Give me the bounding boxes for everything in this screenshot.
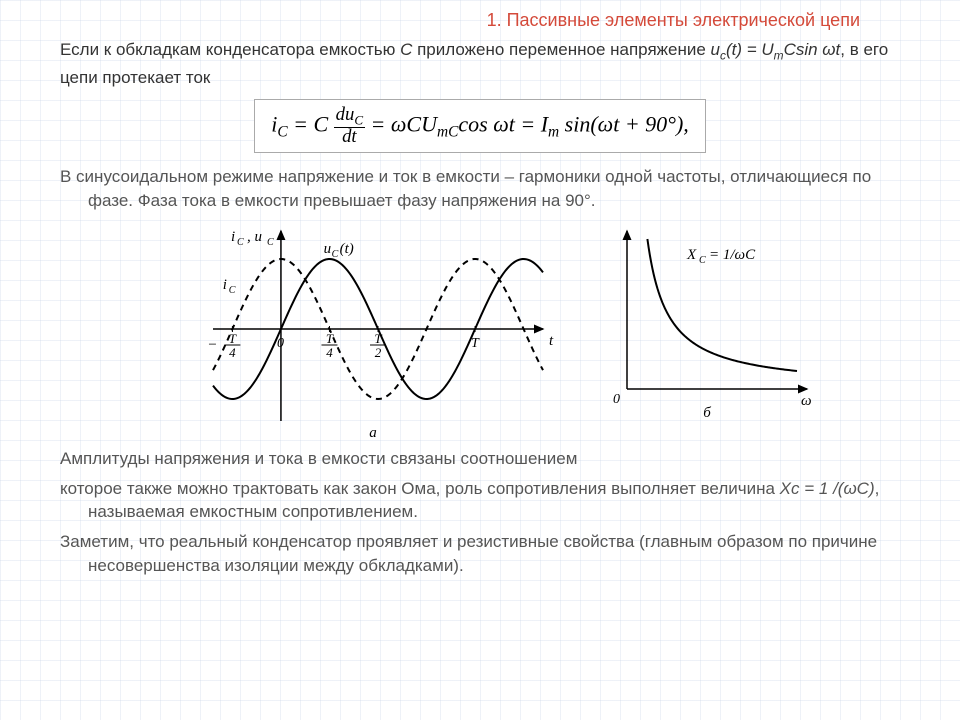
svg-text:4: 4 — [326, 345, 333, 360]
svg-text:−: − — [207, 337, 217, 353]
paragraph-1: В синусоидальном режиме напряжение и ток… — [60, 165, 900, 213]
svg-text:C: C — [699, 255, 706, 266]
svg-text:(t): (t) — [339, 241, 353, 257]
svg-text:= 1/ωC: = 1/ωC — [709, 247, 756, 263]
slide-header: 1. Пассивные элементы электрической цепи — [60, 10, 900, 31]
svg-text:i: i — [222, 277, 226, 293]
svg-text:X: X — [686, 247, 697, 263]
svg-text:t: t — [549, 333, 554, 349]
svg-text:б: б — [703, 405, 711, 421]
formula: iC = C duCdt = ωCUmCcos ωt = Im sin(ωt +… — [254, 99, 706, 154]
intro-text: Если к обкладкам конденсатора емкостью C… — [60, 37, 900, 91]
svg-text:0: 0 — [277, 336, 284, 351]
svg-text:C: C — [228, 285, 235, 296]
svg-text:4: 4 — [229, 345, 236, 360]
svg-text:ω: ω — [801, 393, 812, 409]
charts-row: iC, uCt−T40T4T2TuC(t)iCa 0ωXC= 1/ωCб — [60, 219, 900, 439]
svg-text:2: 2 — [375, 345, 382, 360]
svg-text:i: i — [231, 229, 235, 245]
svg-text:a: a — [369, 425, 377, 439]
svg-text:, u: , u — [247, 229, 262, 245]
svg-text:C: C — [267, 237, 274, 248]
svg-text:C: C — [331, 249, 338, 260]
formula-container: iC = C duCdt = ωCUmCcos ωt = Im sin(ωt +… — [60, 99, 900, 154]
chart-b-reactance: 0 ω XC= 1/ωC б — [597, 219, 817, 439]
paragraph-2: Амплитуды напряжения и тока в емкости св… — [60, 447, 900, 471]
svg-text:0: 0 — [613, 392, 620, 407]
paragraph-3: которое также можно трактовать как закон… — [60, 477, 900, 525]
svg-text:T: T — [471, 336, 480, 351]
svg-text:T: T — [229, 331, 237, 346]
svg-text:u: u — [323, 241, 331, 257]
paragraph-4: Заметим, что реальный конденсатор проявл… — [60, 530, 900, 578]
chart-a-sine: iC, uCt−T40T4T2TuC(t)iCa — [143, 219, 563, 439]
svg-text:C: C — [237, 237, 244, 248]
